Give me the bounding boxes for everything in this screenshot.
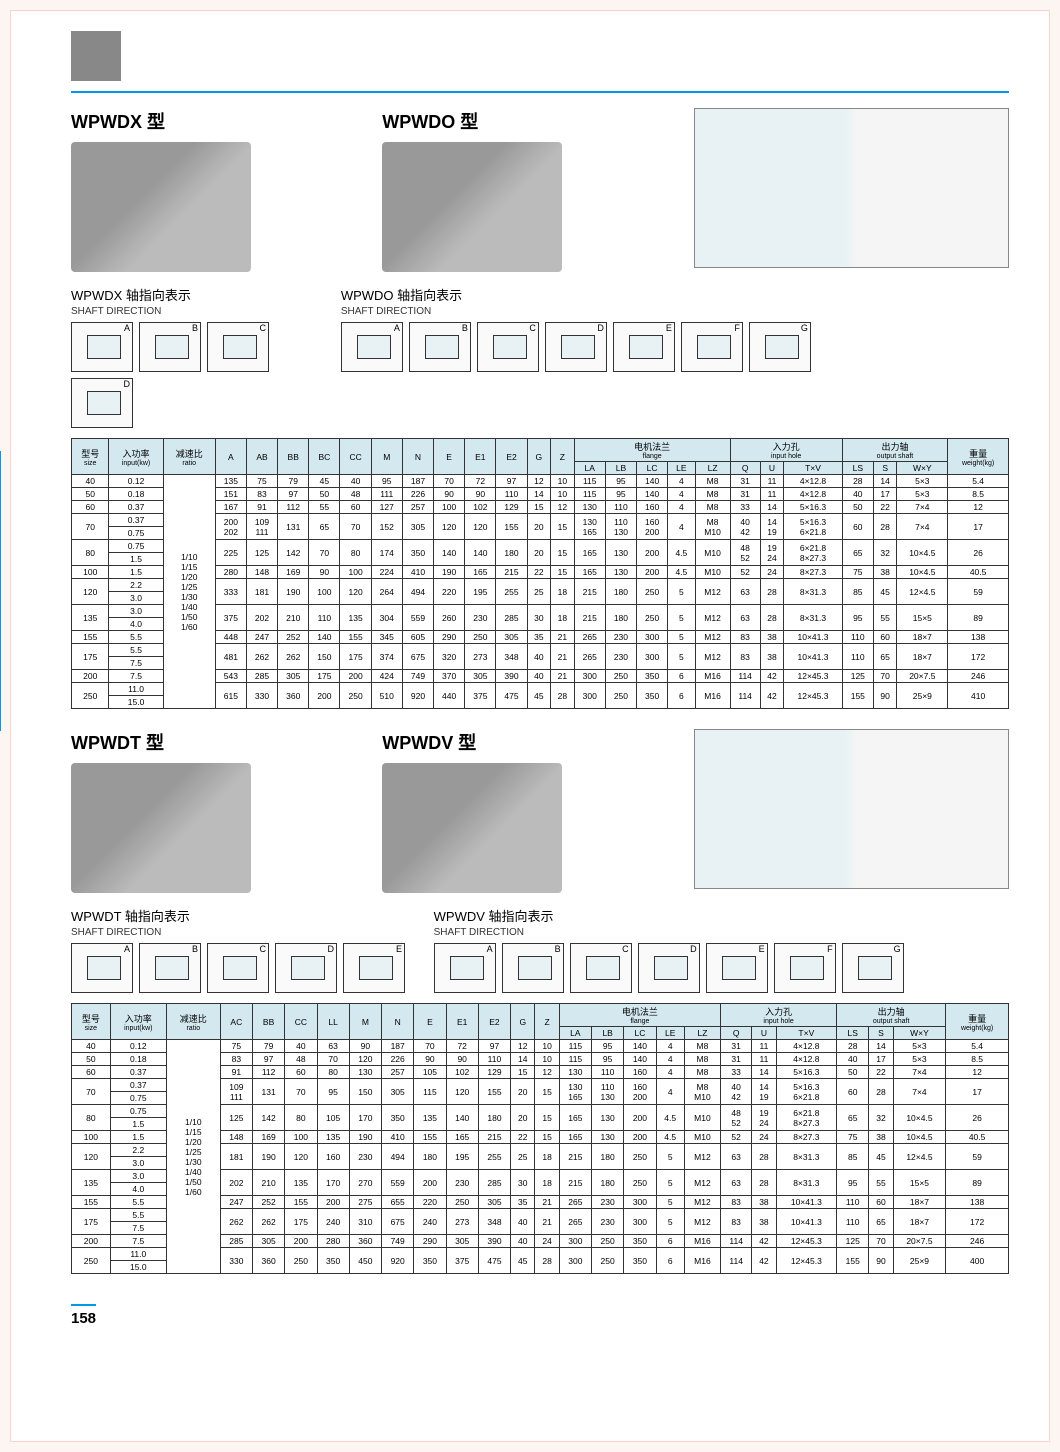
wpwdt-title: WPWDT 型	[71, 729, 362, 755]
shaft-dir-e: E	[343, 943, 405, 993]
wpwdo-shaft-icons: ABCDEFG	[341, 322, 1009, 372]
shaft-dir-g: G	[749, 322, 811, 372]
shaft-dir-a: A	[341, 322, 403, 372]
shaft-dir-a: A	[71, 943, 133, 993]
shaft-dir-c: C	[207, 943, 269, 993]
wpwdv-shaft-sub: SHAFT DIRECTION	[434, 927, 1009, 938]
wpwdo-shaft-title: WPWDO 轴指向表示	[341, 285, 1009, 304]
page-number: 158	[71, 1304, 96, 1327]
wpwdx-title: WPWDX 型	[71, 108, 251, 134]
wpwdo-photo	[382, 142, 562, 272]
wpwdx-shaft-icons: ABC D	[71, 322, 331, 428]
shaft-dir-e: E	[613, 322, 675, 372]
wpwdx-shaft-title: WPWDX 轴指向表示	[71, 285, 331, 304]
shaft-dir-b: B	[139, 322, 201, 372]
wpwdt-shaft-icons: ABCDE	[71, 943, 424, 993]
shaft-dir-d: D	[275, 943, 337, 993]
wpwdv-shaft-icons: ABCDEFG	[434, 943, 1009, 993]
catalog-page: WP系列蜗轮蜗杆减速机 WPWDX 型 WPWDO 型 WPWDX 轴指向表示 …	[10, 10, 1050, 1442]
shaft-dir-c: C	[207, 322, 269, 372]
section1-shaft-row: WPWDX 轴指向表示 SHAFT DIRECTION ABCD WPWDO 轴…	[71, 277, 1009, 428]
shaft-dir-c: C	[477, 322, 539, 372]
wpwdv-title: WPWDV 型	[382, 729, 673, 755]
shaft-dir-d: D	[545, 322, 607, 372]
section1-drawings	[694, 108, 1010, 268]
wpwdo-title: WPWDO 型	[382, 108, 673, 134]
shaft-dir-a: A	[71, 322, 133, 372]
wpwdt-shaft-title: WPWDT 轴指向表示	[71, 906, 424, 925]
shaft-dir-b: B	[409, 322, 471, 372]
shaft-dir-b: B	[502, 943, 564, 993]
wpwdx-photo	[71, 142, 251, 272]
shaft-dir-d: D	[71, 378, 133, 428]
spec-table-1: 型号size入功率input(kw)减速比ratioAABBBBCCCMNEE1…	[71, 438, 1009, 709]
shaft-dir-e: E	[706, 943, 768, 993]
header-rule	[71, 91, 1009, 93]
shaft-dir-f: F	[774, 943, 836, 993]
header-gearbox-icon	[71, 31, 121, 81]
shaft-dir-f: F	[681, 322, 743, 372]
shaft-dir-b: B	[139, 943, 201, 993]
shaft-dir-c: C	[570, 943, 632, 993]
side-tab: WP系列蜗轮蜗杆减速机	[0, 451, 1, 731]
spec-table-2: 型号size入功率input(kw)减速比ratioACBBCCLLMNEE1E…	[71, 1003, 1009, 1274]
shaft-dir-a: A	[434, 943, 496, 993]
section2-shaft-row: WPWDT 轴指向表示 SHAFT DIRECTION ABCDE WPWDV …	[71, 898, 1009, 993]
wpwdv-photo	[382, 763, 562, 893]
wpwdx-shaft-sub: SHAFT DIRECTION	[71, 306, 331, 317]
wpwdo-shaft-sub: SHAFT DIRECTION	[341, 306, 1009, 317]
wpwdt-photo	[71, 763, 251, 893]
section2-top: WPWDT 型 WPWDV 型	[71, 729, 1009, 898]
wpwdv-shaft-title: WPWDV 轴指向表示	[434, 906, 1009, 925]
shaft-dir-d: D	[638, 943, 700, 993]
shaft-dir-g: G	[842, 943, 904, 993]
section1-top: WPWDX 型 WPWDO 型	[71, 108, 1009, 277]
wpwdt-shaft-sub: SHAFT DIRECTION	[71, 927, 424, 938]
section2-drawings	[694, 729, 1010, 889]
